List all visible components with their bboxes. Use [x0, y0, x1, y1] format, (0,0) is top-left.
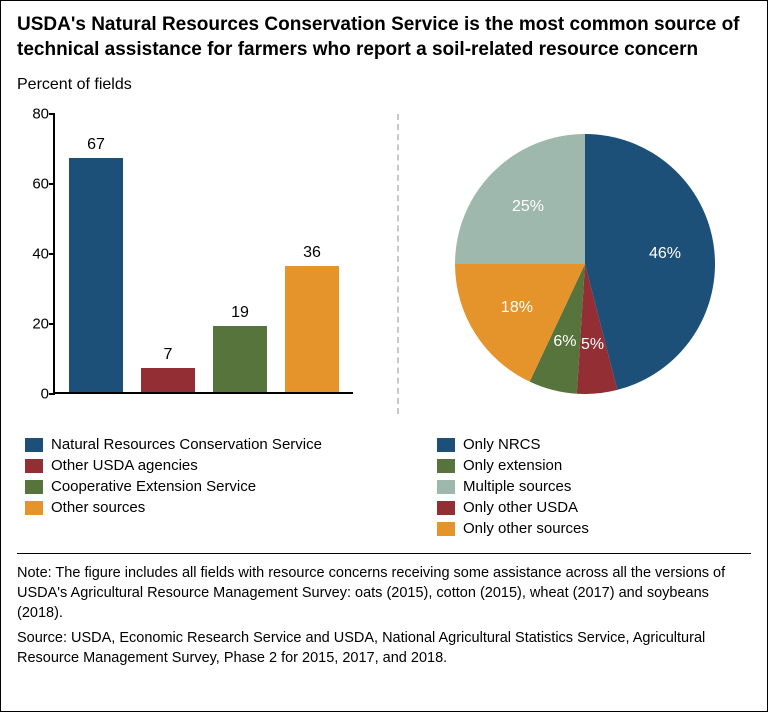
bar-value-label: 7	[141, 346, 195, 364]
pie-legend-item: Only other sources	[437, 520, 751, 537]
pie-wrap: 46% 5% 6% 18% 25%	[455, 134, 715, 394]
bar-value-label: 67	[69, 136, 123, 154]
y-tick-label: 80	[19, 106, 49, 123]
legend-label: Only NRCS	[463, 436, 541, 453]
pie-legend: Only NRCS Only extension Multiple sources O…	[417, 436, 751, 537]
pie-slice-label: 6%	[553, 333, 576, 351]
bar: 36	[285, 266, 339, 392]
bar-legend-item: Cooperative Extension Service	[25, 478, 417, 495]
bar-plot-area: 0204060806771936	[53, 114, 353, 394]
pie-chart-panel: 46% 5% 6% 18% 25%	[419, 104, 751, 424]
pie-slice-label: 25%	[512, 198, 544, 216]
legend-label: Natural Resources Conservation Service	[51, 436, 322, 453]
pie-legend-item: Multiple sources	[437, 478, 751, 495]
bar: 7	[141, 368, 195, 393]
pie-legend-item: Only NRCS	[437, 436, 751, 453]
note-text: Note: The figure includes all fields wit…	[17, 564, 751, 623]
legends-row: Natural Resources Conservation Service Ot…	[17, 436, 751, 537]
y-tick-label: 0	[19, 386, 49, 403]
legend-swatch	[25, 438, 43, 452]
y-tick-label: 20	[19, 316, 49, 333]
y-tick-mark	[49, 323, 55, 325]
y-tick-mark	[49, 113, 55, 115]
pie-svg	[455, 134, 715, 394]
pie-slice-label: 46%	[649, 245, 681, 263]
legend-label: Only extension	[463, 457, 562, 474]
legend-swatch	[437, 459, 455, 473]
pie-slice-label: 18%	[501, 299, 533, 317]
bar-chart-panel: 0 20 40 60 80 67 7 19 36	[17, 104, 377, 424]
legend-label: Only other USDA	[463, 499, 578, 516]
bar: 19	[213, 326, 267, 393]
y-tick-mark	[49, 393, 55, 395]
legend-label: Cooperative Extension Service	[51, 478, 256, 495]
bar-value-label: 36	[285, 244, 339, 262]
pie-legend-item: Only other USDA	[437, 499, 751, 516]
y-tick-mark	[49, 253, 55, 255]
legend-swatch	[437, 522, 455, 536]
y-tick-label: 40	[19, 246, 49, 263]
panel-divider	[397, 114, 399, 414]
y-tick-label: 60	[19, 176, 49, 193]
pie-legend-item: Only extension	[437, 457, 751, 474]
legend-label: Other USDA agencies	[51, 457, 198, 474]
bar-legend-item: Other USDA agencies	[25, 457, 417, 474]
bar-legend-item: Natural Resources Conservation Service	[25, 436, 417, 453]
chart-title: USDA's Natural Resources Conservation Se…	[17, 13, 751, 62]
legend-label: Only other sources	[463, 520, 589, 537]
legend-label: Multiple sources	[463, 478, 571, 495]
charts-row: 0 20 40 60 80 67 7 19 36 46% 5% 6% 18% 25%	[17, 104, 751, 424]
y-tick-mark	[49, 183, 55, 185]
legend-label: Other sources	[51, 499, 145, 516]
bar-value-label: 19	[213, 304, 267, 322]
legend-swatch	[437, 480, 455, 494]
source-text: Source: USDA, Economic Research Service …	[17, 629, 751, 668]
legend-swatch	[437, 438, 455, 452]
bar-legend-item: Other sources	[25, 499, 417, 516]
footnote-block: Note: The figure includes all fields wit…	[17, 553, 751, 668]
legend-swatch	[437, 501, 455, 515]
bar-legend: Natural Resources Conservation Service Ot…	[17, 436, 417, 537]
pie-slice-label: 5%	[581, 336, 604, 354]
legend-swatch	[25, 459, 43, 473]
legend-swatch	[25, 501, 43, 515]
bar: 67	[69, 158, 123, 393]
y-axis-title: Percent of fields	[17, 76, 751, 94]
legend-swatch	[25, 480, 43, 494]
